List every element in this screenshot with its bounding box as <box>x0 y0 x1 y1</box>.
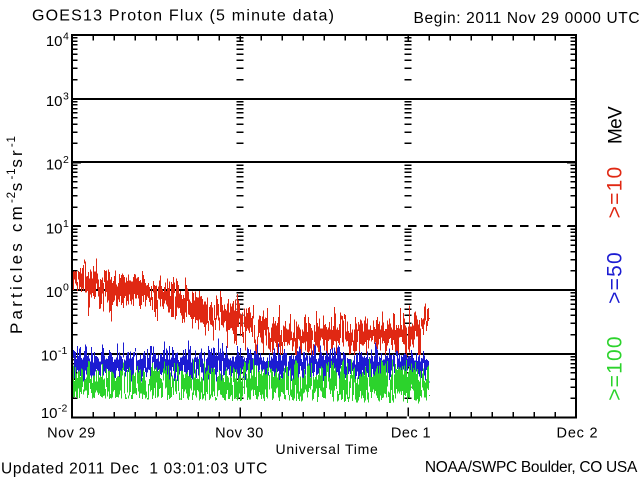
svg-text:Dec 2: Dec 2 <box>557 426 599 442</box>
svg-text:10: 10 <box>46 157 63 174</box>
svg-text:4: 4 <box>63 31 69 43</box>
svg-text:Nov 29: Nov 29 <box>47 426 96 442</box>
svg-text:10: 10 <box>41 348 58 365</box>
svg-text:MeV: MeV <box>606 106 627 144</box>
svg-text:Particles cm-2s-1sr-1: Particles cm-2s-1sr-1 <box>6 135 26 334</box>
svg-text:>=10: >=10 <box>604 166 627 219</box>
svg-text:>=100: >=100 <box>604 335 627 401</box>
svg-text:10: 10 <box>46 221 63 238</box>
svg-text:10: 10 <box>41 405 58 422</box>
svg-text:Begin: 2011 Nov 29 0000 UTC: Begin: 2011 Nov 29 0000 UTC <box>414 10 640 27</box>
svg-text:3: 3 <box>63 91 69 103</box>
svg-text:>=50: >=50 <box>604 251 627 304</box>
svg-text:-2: -2 <box>58 403 67 415</box>
svg-text:0: 0 <box>63 282 69 294</box>
svg-text:-1: -1 <box>58 345 67 357</box>
svg-text:1: 1 <box>63 218 69 230</box>
svg-text:10: 10 <box>46 284 63 301</box>
svg-text:Updated 2011 Dec 1 03:01:03 U: Updated 2011 Dec 1 03:01:03 UTC <box>1 461 268 478</box>
svg-text:Nov 30: Nov 30 <box>215 426 264 442</box>
svg-text:Universal Time: Universal Time <box>275 441 378 457</box>
svg-text:10: 10 <box>46 93 63 110</box>
svg-text:10: 10 <box>46 33 63 50</box>
svg-text:GOES13 Proton Flux (5 minute d: GOES13 Proton Flux (5 minute data) <box>32 8 335 25</box>
svg-text:Dec 1: Dec 1 <box>391 426 431 442</box>
svg-text:NOAA/SWPC Boulder, CO USA: NOAA/SWPC Boulder, CO USA <box>425 459 638 476</box>
svg-text:2: 2 <box>63 154 69 166</box>
